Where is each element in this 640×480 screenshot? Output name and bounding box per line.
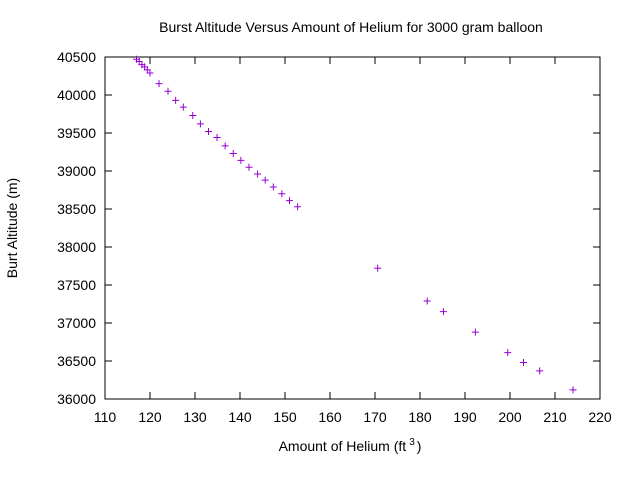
- data-point-marker: [205, 127, 212, 135]
- y-tick-label: 39000: [57, 163, 96, 179]
- data-point-marker: [520, 359, 527, 367]
- data-point-marker: [471, 328, 479, 336]
- chart-title: Burst Altitude Versus Amount of Helium f…: [159, 19, 543, 35]
- x-tick-label: 150: [273, 409, 297, 425]
- x-tick-label: 200: [498, 409, 522, 425]
- x-tick-label: 130: [183, 409, 207, 425]
- data-point-marker: [221, 142, 229, 150]
- data-point-marker: [269, 183, 277, 191]
- data-point-marker: [374, 264, 382, 272]
- data-point-marker: [172, 96, 180, 104]
- data-point-marker: [213, 134, 221, 142]
- x-tick-label: 190: [453, 409, 477, 425]
- data-point-marker: [196, 120, 204, 128]
- data-point-marker: [278, 190, 286, 198]
- x-axis-label-suffix: ): [417, 438, 422, 454]
- x-tick-label: 140: [228, 409, 252, 425]
- x-tick-label: 210: [543, 409, 567, 425]
- data-point-marker: [504, 349, 512, 357]
- y-tick-label: 37000: [57, 315, 96, 331]
- x-tick-label: 110: [94, 409, 117, 425]
- data-point-marker: [179, 103, 187, 111]
- y-tick-label: 36000: [57, 391, 96, 407]
- y-tick-label: 40500: [57, 49, 96, 65]
- data-point-marker: [229, 150, 237, 158]
- data-point-marker: [439, 308, 447, 316]
- x-axis-label: Amount of Helium (ft 3): [279, 437, 422, 454]
- y-tick-label: 36500: [57, 353, 96, 369]
- data-point-marker: [569, 386, 577, 394]
- y-tick-label: 40000: [57, 87, 96, 103]
- x-tick-label: 160: [318, 409, 342, 425]
- data-point-marker: [254, 170, 262, 178]
- data-point-marker: [146, 69, 154, 77]
- x-tick-label: 220: [588, 409, 612, 425]
- data-point-marker: [294, 203, 302, 211]
- data-points: [133, 55, 577, 394]
- data-point-marker: [245, 163, 253, 171]
- data-point-marker: [423, 297, 431, 305]
- x-tick-label: 180: [408, 409, 432, 425]
- data-point-marker: [261, 176, 269, 184]
- y-tick-label: 37500: [57, 277, 96, 293]
- data-point-marker: [536, 367, 544, 375]
- x-axis-label-superscript: 3: [409, 437, 415, 448]
- plot-frame: [104, 56, 601, 400]
- data-point-marker: [286, 197, 293, 205]
- axis-ticks: 110 120 130 140 150 160 170 180 190 200 210 220 3600…: [57, 49, 612, 425]
- x-tick-label: 170: [363, 409, 387, 425]
- x-axis-label-main: Amount of Helium (ft: [279, 438, 407, 454]
- x-tick-label: 120: [138, 409, 162, 425]
- y-tick-label: 38500: [57, 201, 96, 217]
- data-point-marker: [237, 156, 245, 164]
- y-axis-label: Burt Altitude (m): [4, 178, 20, 278]
- data-point-marker: [189, 112, 197, 120]
- y-tick-label: 38000: [57, 239, 96, 255]
- data-point-marker: [155, 80, 163, 88]
- data-point-marker: [164, 87, 172, 95]
- y-tick-label: 39500: [57, 125, 96, 141]
